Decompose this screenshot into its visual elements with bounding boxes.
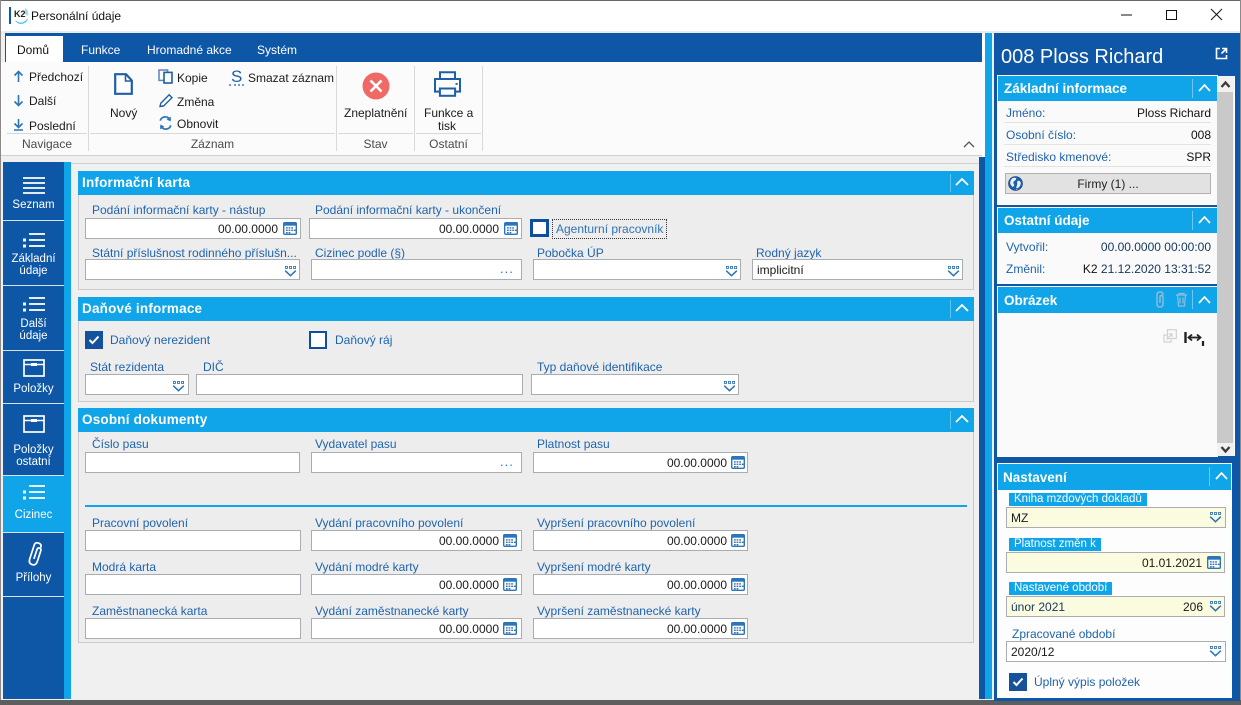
- svg-text:K2: K2: [14, 9, 26, 19]
